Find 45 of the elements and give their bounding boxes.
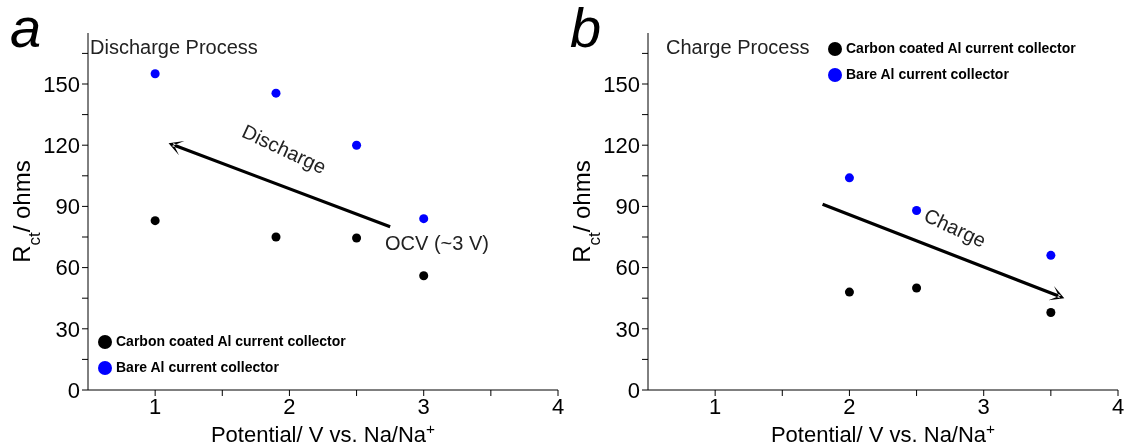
- y-tick-label: 90: [55, 194, 80, 220]
- point: [419, 214, 429, 224]
- point: [271, 88, 281, 98]
- x-axis-title: Potential/ V vs. Na/Na$^{+}$: [770, 419, 996, 447]
- y-tick-label: 120: [603, 133, 640, 159]
- y-tick-label: 150: [603, 71, 640, 97]
- point: [150, 69, 160, 79]
- x-tick-label: 3: [417, 393, 430, 419]
- legend-label: Bare Al current collector: [116, 359, 279, 375]
- annotation: OCV (~3 V): [385, 232, 489, 255]
- y-tick-label: 120: [43, 133, 80, 159]
- legend-label: Carbon coated Al current collector: [846, 40, 1076, 56]
- point: [844, 287, 854, 297]
- y-tick-label: 60: [615, 255, 640, 281]
- y-tick-label: 0: [67, 377, 80, 403]
- point: [1046, 250, 1056, 260]
- point: [844, 173, 854, 183]
- point: [1046, 307, 1056, 317]
- x-tick-label: 1: [149, 393, 162, 419]
- point: [150, 216, 160, 226]
- y-tick-label: 90: [615, 194, 640, 220]
- y-tick-label: 150: [43, 71, 80, 97]
- legend-label: Carbon coated Al current collector: [116, 333, 346, 349]
- y-tick-label: 0: [627, 377, 640, 403]
- x-axis-title: Potential/ V vs. Na/Na$^{+}$: [210, 419, 436, 447]
- chart-title: b: [570, 0, 602, 59]
- point: [271, 232, 281, 242]
- point: [352, 233, 362, 243]
- annotation: Discharge Process: [90, 36, 258, 59]
- point: [912, 283, 922, 293]
- x-tick-label: 1: [709, 393, 722, 419]
- x-tick-label: 4: [551, 393, 565, 419]
- x-tick-label: 2: [843, 393, 856, 419]
- x-tick-label: 4: [1111, 393, 1125, 419]
- point: [912, 205, 922, 215]
- chart-title: a: [10, 0, 42, 59]
- legend-label: Bare Al current collector: [846, 66, 1009, 82]
- annotation: Charge Process: [666, 36, 810, 59]
- x-tick-label: 3: [977, 393, 990, 419]
- point: [352, 140, 362, 150]
- y-tick-label: 30: [615, 316, 640, 342]
- point: [419, 271, 429, 281]
- y-tick-label: 60: [55, 255, 80, 281]
- x-tick-label: 2: [283, 393, 296, 419]
- y-tick-label: 30: [55, 316, 80, 342]
